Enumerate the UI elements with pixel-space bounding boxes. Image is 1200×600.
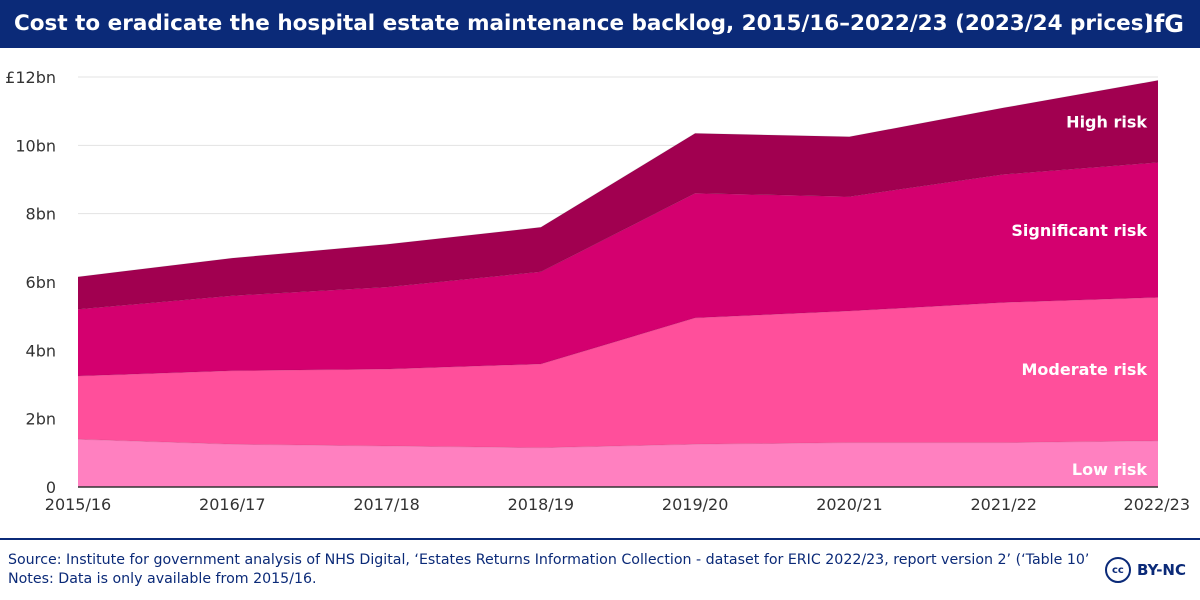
series-boundary-line	[77, 438, 1159, 449]
series-label: Moderate risk	[1021, 360, 1147, 379]
x-tick-label: 2018/19	[508, 495, 574, 514]
x-tick-label: 2019/20	[662, 495, 728, 514]
y-tick-label: £12bn	[5, 68, 56, 87]
series-label: Low risk	[1072, 460, 1147, 479]
series-boundary-line	[77, 79, 1159, 278]
creative-commons-icon: cc	[1104, 557, 1131, 583]
header-bar: Cost to eradicate the hospital estate ma…	[0, 0, 1200, 48]
x-tick-label: 2017/18	[353, 495, 419, 514]
series-boundary-line	[77, 296, 1159, 377]
footer-divider	[0, 538, 1200, 540]
area-high-risk	[78, 80, 1158, 310]
chart-title: Cost to eradicate the hospital estate ma…	[14, 11, 1154, 36]
area-moderate-risk	[78, 297, 1158, 448]
license-badge: cc BY-NC	[1104, 556, 1186, 584]
x-tick-label: 2020/21	[816, 495, 882, 514]
x-tick-label: 2015/16	[45, 495, 111, 514]
y-tick-label: 10bn	[15, 136, 56, 155]
y-tick-label: 6bn	[26, 273, 56, 292]
footer-notes: Source: Institute for government analysi…	[8, 551, 1088, 589]
y-tick-label: 4bn	[26, 341, 56, 360]
stacked-area-chart: 0 2bn 4bn 6bn 8bn 10bn £12bn 2015/16 2016/17 2017…	[5, 68, 1190, 514]
y-tick-label: 8bn	[26, 205, 56, 224]
x-tick-label: 2016/17	[199, 495, 265, 514]
license-text: BY-NC	[1136, 561, 1186, 579]
area-low-risk	[78, 439, 1158, 487]
x-tick-label: 2021/22	[970, 495, 1036, 514]
ifg-logo: IfG	[1144, 10, 1184, 38]
y-tick-label: 0	[46, 478, 56, 497]
source-text: Source: Institute for government analysi…	[8, 552, 1088, 568]
x-tick-label: 2022/23	[1124, 495, 1190, 514]
series-boundary-line	[77, 161, 1159, 310]
series-label: Significant risk	[1011, 221, 1147, 240]
series-label: High risk	[1066, 112, 1147, 131]
notes-text: Notes: Data is only available from 2015/…	[8, 571, 317, 587]
y-tick-label: 2bn	[26, 410, 56, 429]
area-significant-risk	[78, 162, 1158, 376]
